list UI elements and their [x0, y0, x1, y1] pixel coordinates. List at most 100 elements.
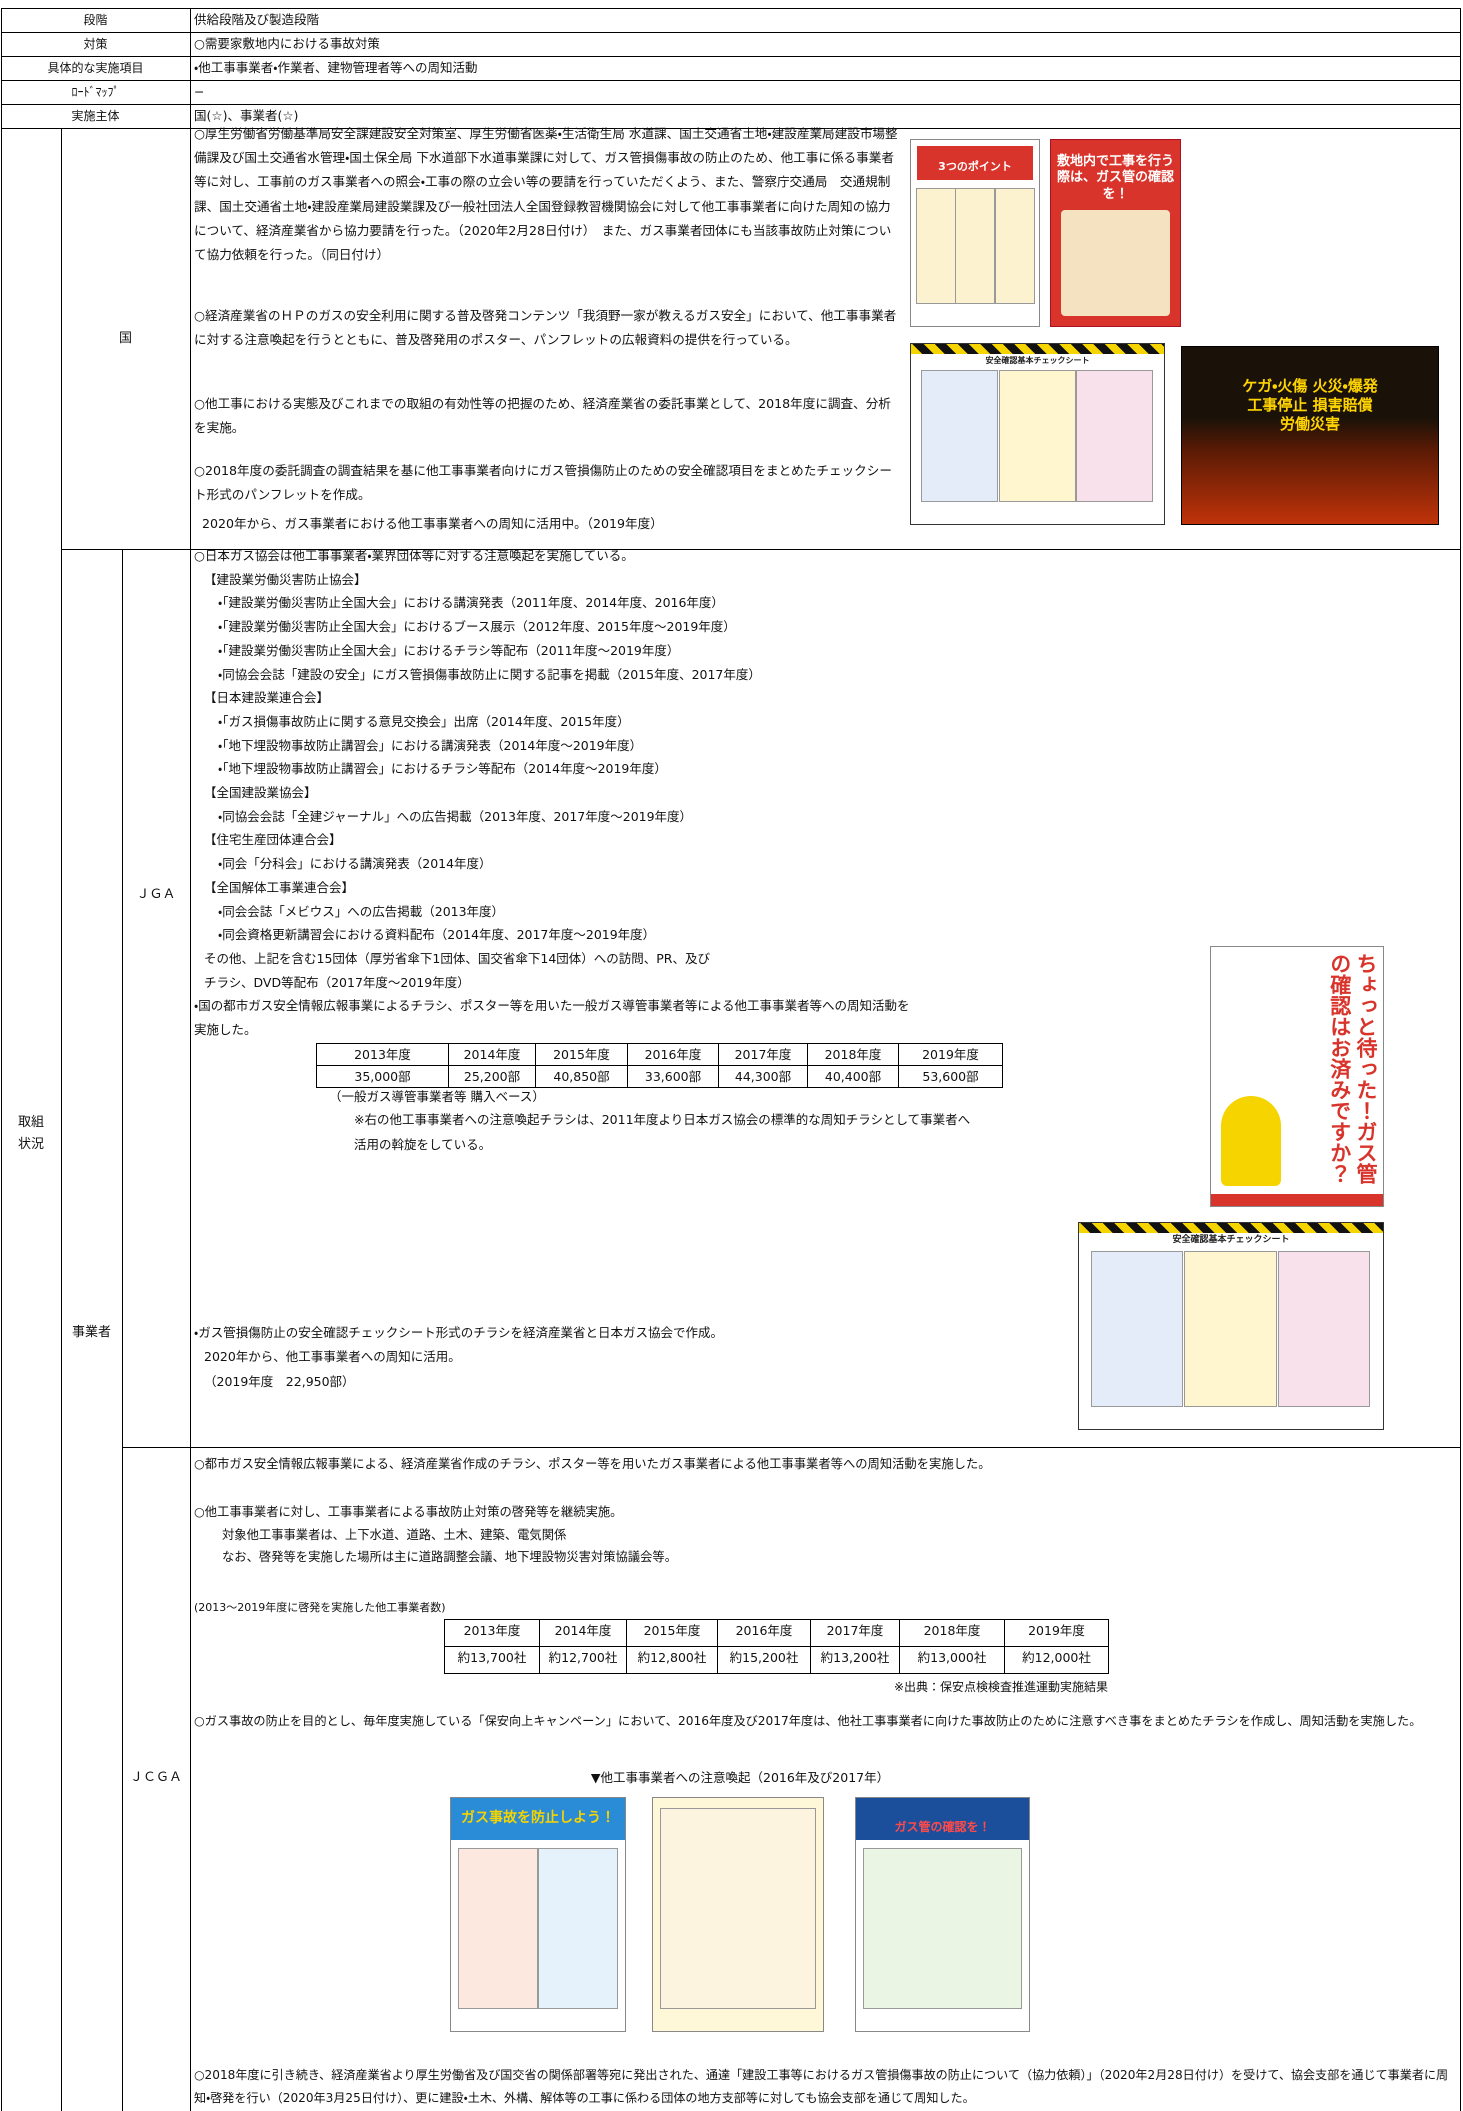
rule	[1, 8, 1460, 9]
text-line: その他、上記を含む15団体（厚労省傘下1団体、国交省傘下14団体）への訪問、PR…	[204, 950, 710, 966]
text-line: 実施した。	[194, 1022, 257, 1037]
section-label: 国	[118, 331, 132, 346]
text-line: ・同会資格更新講習会における資料配布（2014年度、2017年度〜2019年度）	[218, 927, 656, 943]
text-line: 2020年から、他工事事業者への周知に活用。	[204, 1349, 461, 1364]
row-label: 段階	[83, 13, 108, 27]
jcga-table-header: 2016年度	[717, 1619, 811, 1647]
banner	[451, 1798, 625, 1840]
poster-text: ちょっと待った！ガス管の確認はお済みですか？	[1327, 953, 1378, 1184]
panel	[921, 370, 999, 502]
panel	[1184, 1251, 1277, 1407]
text-line: ・ガス管損傷防止の安全確認チェックシート形式のチラシを経済産業省と日本ガス協会で…	[194, 1325, 724, 1340]
panel	[538, 1848, 619, 2009]
text-line: （2019年度 22,950部）	[204, 1374, 355, 1389]
jcga-table-header: 2018年度	[899, 1619, 1005, 1647]
poster	[652, 1797, 824, 2032]
jga-table-cell: 35,000部	[316, 1065, 449, 1088]
poster: 3つのポイント	[910, 139, 1040, 327]
poster-text: 安全確認基本チェックシート	[1172, 1235, 1290, 1245]
banner	[856, 1798, 1029, 1840]
jga-table-cell: 40,850部	[535, 1065, 628, 1088]
paragraph: ○2018年度の委託調査の調査結果を基に他工事事業者向けにガス管損傷防止のための…	[194, 463, 892, 503]
panel	[1277, 1251, 1370, 1407]
rule	[1, 56, 1460, 57]
poster: ガス事故を防止しよう！	[450, 1797, 626, 2032]
jga-table-cell: 40,400部	[807, 1065, 899, 1088]
row-value: ・他工事事業者・作業者、建物管理者等への周知活動	[194, 60, 478, 75]
text-line: 【全国建設業協会】	[204, 785, 317, 800]
poster: ケガ・火傷 火災・爆発 工事停止 損害賠償 労働災害	[1181, 346, 1439, 525]
rule	[1460, 8, 1461, 2111]
jga-table-cell: 53,600部	[898, 1065, 1003, 1088]
text-line: ・「建設業労働災害防止全国大会」における講演発表（2011年度、2014年度、2…	[218, 595, 724, 611]
text-line: 【全国解体工事業連合会】	[204, 879, 355, 895]
text-line: なお、啓発等を実施した場所は主に道路調整会議、地下埋設物災害対策協議会等。	[222, 1550, 677, 1564]
poster-text: 安全確認基本チェックシート	[985, 356, 1090, 365]
rule	[122, 549, 123, 2111]
stripe	[1211, 1194, 1383, 1206]
section-label: ＪＧＡ	[136, 887, 176, 902]
section-label: 事業者	[71, 1325, 111, 1340]
text-line: ・「建設業労働災害防止全国大会」におけるブース展示（2012年度、2015年度〜…	[218, 619, 736, 635]
text-line: ○都市ガス安全情報広報事業による、経済産業省作成のチラシ、ポスター等を用いたガス…	[194, 1457, 991, 1471]
jga-table-header: 2017年度	[718, 1043, 808, 1066]
text-line: ○他工事事業者に対し、工事事業者による事故防止対策の啓発等を継続実施。	[194, 1505, 623, 1519]
poster-text: ガス事故を防止しよう！	[461, 1810, 615, 1826]
jga-table-header: 2014年度	[448, 1043, 536, 1066]
status-label: 取組状況	[17, 1115, 44, 1152]
jcga-table-cell: 約15,200社	[717, 1646, 811, 1674]
table-caption: (2013〜2019年度に啓発を実施した他工事業者数)	[194, 1601, 446, 1614]
paragraph: ○他工事における実態及びこれまでの取組の有効性等の把握のため、経済産業省の委託事…	[194, 396, 891, 436]
text-line: ・「ガス損傷事故防止に関する意見交換会」出席（2014年度、2015年度）	[218, 713, 630, 729]
jcga-table-header: 2014年度	[539, 1619, 627, 1647]
rule	[1, 80, 1460, 81]
jcga-table-cell: 約12,700社	[539, 1646, 627, 1674]
source: ※出典：保安点検検査推進運動実施結果	[893, 1680, 1108, 1694]
paragraph: ○2018年度に引き続き、経済産業省より厚生労働省及び国交省の関係部署等宛に発出…	[194, 2068, 1449, 2105]
poster-text: 敷地内で工事を行う際は、ガス管の確認を！	[1057, 154, 1175, 202]
poster: 安全確認基本チェックシート	[910, 343, 1165, 525]
panel	[862, 1848, 1023, 2009]
panel	[659, 1808, 817, 2009]
row-label: ﾛｰﾄﾞﾏｯﾌﾟ	[71, 85, 120, 99]
poster: ちょっと待った！ガス管の確認はお済みですか？	[1210, 946, 1384, 1207]
fire	[1182, 417, 1438, 524]
jcga-table-cell: 約12,800社	[626, 1646, 718, 1674]
row-label: 実施主体	[71, 109, 120, 123]
jcga-table-header: 2017年度	[810, 1619, 900, 1647]
panel	[955, 188, 996, 304]
hazard-stripes	[1079, 1223, 1383, 1233]
rule	[1, 8, 2, 2111]
text-line: 対象他工事事業者は、上下水道、道路、土木、建築、電気関係	[222, 1528, 567, 1542]
note: （一般ガス導管事業者等 購入ベース）	[329, 1089, 545, 1104]
paragraph: ○経済産業省のＨＰのガスの安全利用に関する普及啓発コンテンツ「我須野一家が教える…	[194, 308, 897, 348]
panel	[457, 1848, 539, 2009]
text-line: チラシ、DVD等配布（2017年度〜2019年度）	[204, 974, 470, 990]
text-line: ・国の都市ガス安全情報広報事業によるチラシ、ポスター等を用いた一般ガス導管事業者…	[194, 998, 910, 1014]
text-line: ・同協会会誌「建設の安全」にガス管損傷事故防止に関する記事を掲載（2015年度、…	[218, 666, 761, 682]
illustration	[1061, 210, 1170, 316]
poster: 敷地内で工事を行う際は、ガス管の確認を！	[1050, 139, 1181, 327]
text-line: ・「地下埋設物事故防止講習会」における講演発表（2014年度〜2019年度）	[218, 737, 643, 753]
row-value: 国(☆)、事業者(☆)	[194, 108, 299, 123]
panel	[1091, 1251, 1184, 1407]
panel	[994, 188, 1035, 304]
banner	[917, 146, 1033, 180]
text-line: ・同会会誌「メビウス」への広告掲載（2013年度）	[218, 903, 505, 919]
jga-table-cell: 33,600部	[627, 1065, 719, 1088]
poster-text: ガス管の確認を！	[894, 1820, 991, 1834]
panel	[1076, 370, 1154, 502]
text-line: 【日本建設業連合会】	[204, 690, 330, 706]
text-line: 【建設業労働災害防止協会】	[204, 571, 367, 587]
jga-table-header: 2016年度	[627, 1043, 719, 1066]
note: 活用の斡旋をしている。	[354, 1137, 492, 1152]
rule	[1, 128, 1460, 129]
jga-table-header: 2015年度	[535, 1043, 628, 1066]
jcga-table-header: 2013年度	[444, 1619, 540, 1647]
jga-table-header: 2019年度	[898, 1043, 1003, 1066]
jcga-table-cell: 約13,700社	[444, 1646, 540, 1674]
paragraph: ○ガス事故の防止を目的とし、毎年度実施している「保安向上キャンペーン」において、…	[194, 1714, 1422, 1728]
hazard-stripes	[911, 344, 1164, 354]
